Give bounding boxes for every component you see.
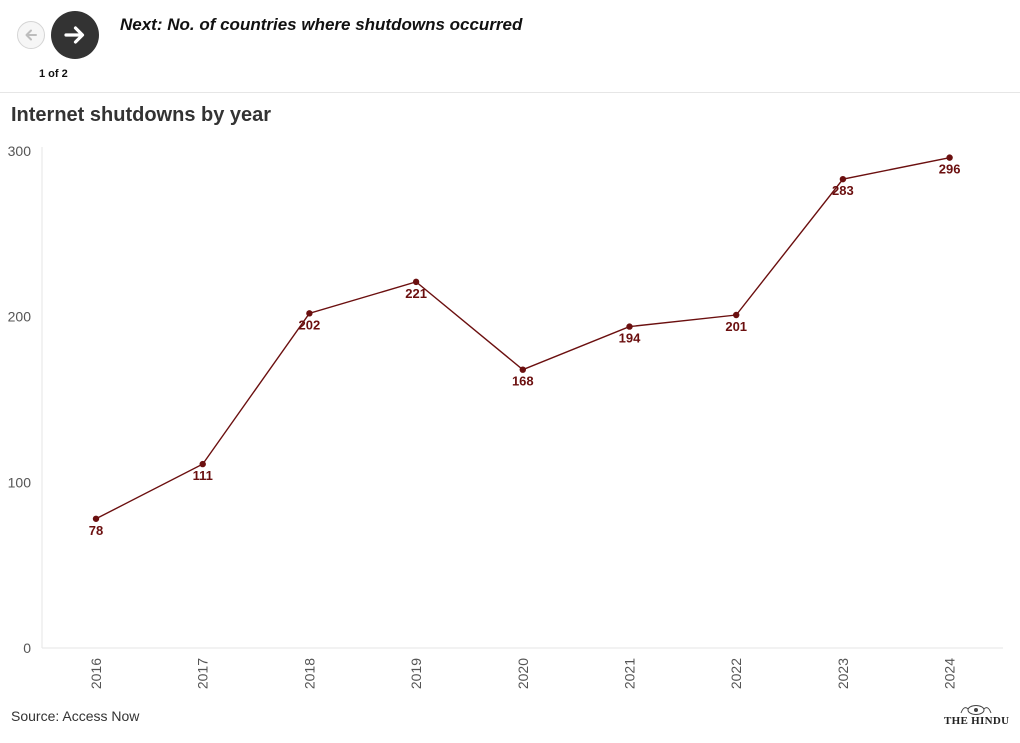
data-label: 201 (725, 319, 747, 334)
data-label: 194 (619, 331, 641, 346)
data-point (92, 515, 100, 522)
x-tick-label: 2016 (88, 658, 104, 689)
x-tick-label: 2022 (728, 658, 744, 689)
data-label: 78 (89, 523, 103, 538)
hindu-emblem-icon (960, 705, 992, 715)
page-indicator: 1 of 2 (39, 68, 68, 80)
the-hindu-logo: THE HINDU (944, 703, 1010, 729)
x-tick-label: 2017 (195, 658, 211, 689)
x-tick-label: 2024 (942, 658, 958, 689)
arrow-right-icon (64, 26, 85, 44)
data-point (412, 278, 420, 286)
data-point (839, 175, 847, 183)
next-chart-label[interactable]: Next: No. of countries where shutdowns o… (120, 15, 523, 34)
series-line (95, 156, 950, 520)
line-chart: 0 100 200 300 2016 2017 2018 2019 2020 2021 2022 20… (8, 143, 1003, 689)
data-point (733, 311, 740, 319)
data-point (626, 323, 633, 330)
data-label: 111 (193, 468, 213, 483)
x-tick-label: 2019 (408, 658, 424, 689)
previous-button[interactable] (17, 21, 45, 49)
data-label: 283 (832, 183, 854, 198)
data-label: 168 (512, 374, 534, 389)
arrow-left-icon (25, 29, 37, 41)
x-tick-label: 2023 (835, 658, 851, 689)
logo-wordmark: THE HINDU (944, 715, 1010, 727)
next-button[interactable] (51, 11, 99, 59)
story-navigation-bar: Next: No. of countries where shutdowns o… (0, 0, 1020, 93)
y-tick-label: 200 (8, 309, 32, 325)
x-tick-label: 2018 (301, 658, 317, 689)
source-note: Source: Access Now (11, 708, 140, 724)
chart-title: Internet shutdowns by year (11, 104, 272, 126)
x-tick-label: 2020 (515, 658, 531, 689)
y-tick-label: 100 (8, 474, 32, 490)
data-label: 202 (299, 317, 321, 332)
data-point (306, 310, 313, 317)
data-point (946, 154, 953, 161)
data-point (199, 460, 206, 468)
x-tick-label: 2021 (622, 658, 638, 689)
y-tick-label: 0 (23, 640, 31, 656)
y-tick-label: 300 (8, 143, 32, 159)
data-point (519, 366, 526, 373)
data-label: 221 (405, 286, 427, 301)
data-label: 296 (939, 162, 961, 177)
